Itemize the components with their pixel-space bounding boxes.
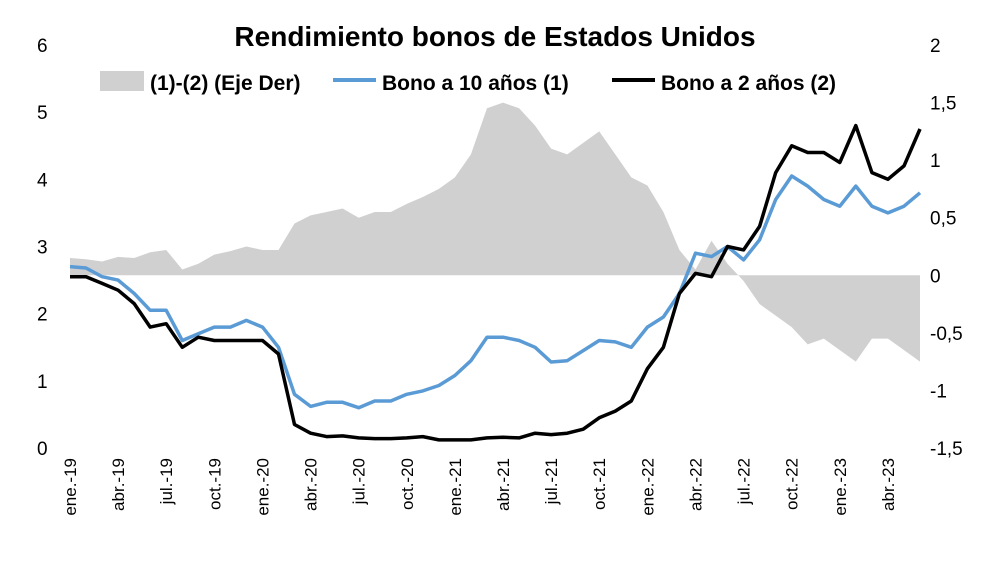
legend-swatch-spread — [100, 71, 144, 91]
right-tick-label: -1,5 — [930, 439, 963, 460]
x-tick-label: oct.-19 — [205, 458, 224, 510]
right-tick-label: -1 — [930, 381, 947, 402]
x-tick-label: jul.-20 — [350, 458, 369, 505]
right-tick-label: 1 — [930, 151, 941, 172]
x-axis: ene.-19 abr.-19 jul.-19 oct.-19 ene.-20 abr.-… — [61, 458, 898, 516]
x-tick-label: jul.-22 — [735, 458, 754, 505]
legend-label-spread: (1)-(2) (Eje Der) — [150, 72, 301, 95]
legend: (1)-(2) (Eje Der) Bono a 10 años (1) Bon… — [100, 71, 836, 95]
legend-label-10y: Bono a 10 años (1) — [382, 72, 569, 95]
series-line-10y — [69, 174, 922, 410]
x-tick-label: ene.-19 — [61, 458, 80, 516]
x-tick-label: ene.-20 — [254, 458, 273, 516]
x-tick-label: abr.-22 — [687, 458, 706, 511]
right-tick-label: 0 — [930, 266, 941, 287]
x-tick-label: jul.-21 — [542, 458, 561, 505]
series-area-spread — [70, 102, 920, 362]
left-tick-label: 0 — [37, 439, 48, 460]
x-tick-label: abr.-19 — [109, 458, 128, 511]
left-tick-label: 6 — [37, 36, 48, 57]
right-tick-label: 0,5 — [930, 209, 956, 230]
series-line-2y — [70, 123, 922, 442]
x-tick-label: abr.-21 — [494, 458, 513, 511]
x-tick-label: ene.-21 — [446, 458, 465, 516]
left-tick-label: 1 — [37, 372, 48, 393]
x-tick-label: ene.-22 — [638, 458, 657, 516]
x-tick-label: abr.-20 — [302, 458, 321, 511]
x-tick-label: oct.-20 — [398, 458, 417, 510]
right-tick-label: 1,5 — [930, 94, 956, 115]
legend-label-2y: Bono a 2 años (2) — [661, 72, 836, 95]
x-tick-label: abr.-23 — [879, 458, 898, 511]
left-tick-label: 2 — [37, 305, 48, 326]
left-tick-label: 3 — [37, 238, 48, 259]
chart-title: Rendimiento bonos de Estados Unidos — [234, 21, 755, 52]
x-tick-label: oct.-21 — [590, 458, 609, 510]
right-tick-label: 2 — [930, 36, 941, 57]
left-tick-label: 5 — [37, 103, 48, 124]
x-tick-label: oct.-22 — [783, 458, 802, 510]
x-tick-label: ene.-23 — [831, 458, 850, 516]
plot-area — [69, 102, 922, 442]
x-tick-label: jul.-19 — [157, 458, 176, 505]
left-axis: 0 1 2 3 4 5 6 — [37, 36, 48, 460]
left-tick-label: 4 — [37, 170, 48, 191]
right-tick-label: -0,5 — [930, 324, 963, 345]
right-axis: -1,5 -1 -0,5 0 0,5 1 1,5 2 — [930, 36, 963, 460]
